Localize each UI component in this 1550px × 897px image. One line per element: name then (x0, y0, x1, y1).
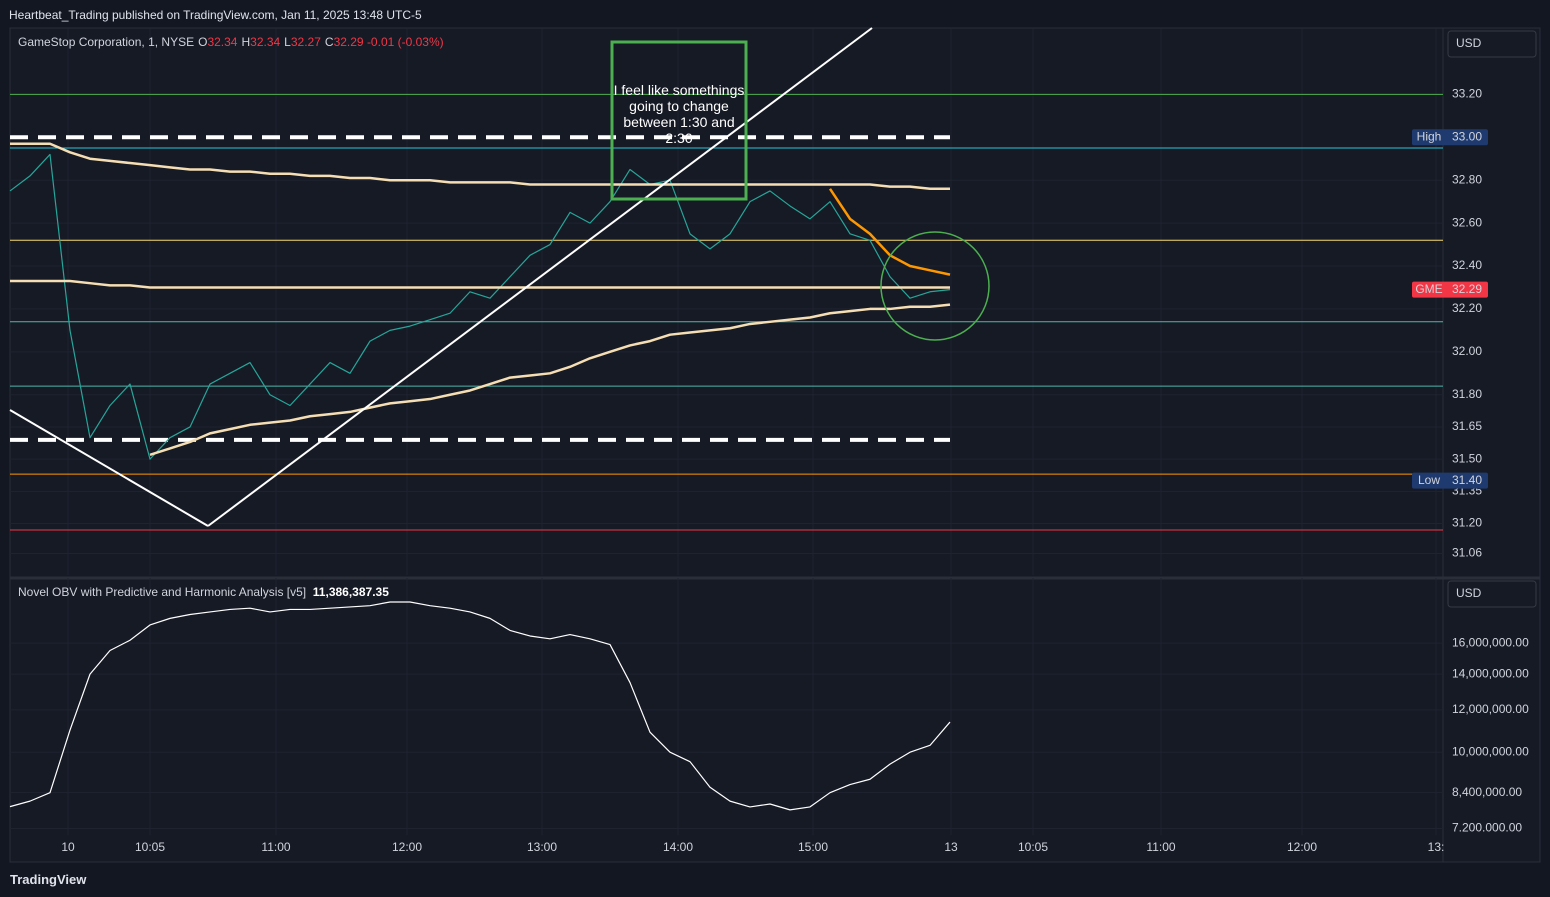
ohlc-value: 32.27 (290, 35, 321, 49)
annotation-box (610, 40, 748, 201)
y-tick-label: 12,000,000.00 (1452, 702, 1529, 716)
currency[interactable]: USD (1456, 36, 1482, 50)
ohlc-key: L (284, 35, 291, 49)
y-tick-label: 31.65 (1452, 419, 1482, 433)
price-badge (1412, 129, 1488, 146)
y-tick-label: 32.00 (1452, 344, 1482, 358)
x-tick-label: 10:05 (1018, 840, 1048, 854)
ohlc-value: 32.34 (250, 35, 281, 49)
price-badge (1412, 472, 1488, 489)
currency-box[interactable] (1447, 580, 1537, 608)
symbol-title: GameStop Corporation, 1, NYSE (18, 35, 195, 49)
x-tick-label: 12:00 (392, 840, 422, 854)
indicator-title: Novel OBV with Predictive and Harmonic A… (18, 585, 307, 599)
currency[interactable]: USD (1456, 586, 1482, 600)
series-line (9, 601, 951, 811)
y-tick-label: 31.80 (1452, 387, 1482, 401)
y-tick-label: 16,000,000.00 (1452, 635, 1529, 649)
ohlc-key: C (324, 35, 334, 49)
trend-line (9, 409, 209, 527)
trend-line (207, 27, 873, 527)
x-tick-label: 11:00 (1146, 840, 1175, 854)
y-tick-label: 7.200.000.00 (1452, 821, 1522, 835)
y-tick-label: 32.20 (1452, 301, 1482, 315)
x-tick-label: 13:00 (527, 840, 557, 854)
indicator-value: 11,386,387.35 (312, 585, 389, 599)
y-tick-label: 31.50 (1452, 451, 1482, 465)
x-tick-label: 11:00 (261, 840, 290, 854)
y-tick-label: 32.60 (1452, 215, 1482, 229)
footer: TradingView (10, 872, 87, 887)
y-tick-label: 31.06 (1452, 546, 1482, 560)
badge-name: High (1417, 129, 1442, 143)
badge-value: 33.00 (1452, 129, 1482, 143)
y-tick-label: 8,400,000.00 (1452, 785, 1522, 799)
header: Heartbeat_Trading published on TradingVi… (9, 8, 422, 22)
y-tick-label: 10,000,000.00 (1452, 744, 1529, 758)
y-tick-label: 33.20 (1452, 87, 1482, 101)
frame (9, 27, 1541, 863)
series-line (9, 153, 951, 460)
price-badge (1412, 281, 1488, 298)
series-line (149, 303, 951, 457)
series-line (10, 142, 950, 191)
y-tick-label: 31.20 (1452, 516, 1482, 530)
badge-value: 31.40 (1452, 473, 1482, 487)
ohlc-value: 32.34 (207, 35, 238, 49)
x-tick-label: 10 (61, 840, 75, 854)
ohlc-key: O (198, 35, 208, 49)
ohlc-value: 32.29 (333, 35, 364, 49)
badge-name: Low (1418, 473, 1440, 487)
ohlc-key: H (241, 35, 251, 49)
currency-box[interactable] (1447, 30, 1537, 58)
annotation: I feel like somethings going to change b… (613, 82, 745, 146)
y-tick-label: 32.40 (1452, 258, 1482, 272)
series-line (10, 279, 950, 289)
x-tick-label: 10:05 (135, 840, 165, 854)
x-tick-label: 15:00 (798, 840, 828, 854)
y-tick-label: 32.80 (1452, 172, 1482, 186)
y-tick-label: 14,000,000.00 (1452, 666, 1529, 680)
highlight-circle (880, 231, 990, 341)
badge-name: GME (1415, 282, 1442, 296)
change: -0.01 (-0.03%) (366, 35, 444, 49)
x-tick-label: 12:00 (1287, 840, 1317, 854)
badge-value: 32.29 (1452, 282, 1482, 296)
indicator-legend: Novel OBV with Predictive and Harmonic A… (18, 585, 389, 599)
x-tick-label: 13 (944, 840, 958, 854)
x-tick-label: 14:00 (663, 840, 693, 854)
legend: GameStop Corporation, 1, NYSE O32.34 H32.3… (18, 35, 444, 49)
x-tick-label: 13: (1428, 840, 1445, 854)
